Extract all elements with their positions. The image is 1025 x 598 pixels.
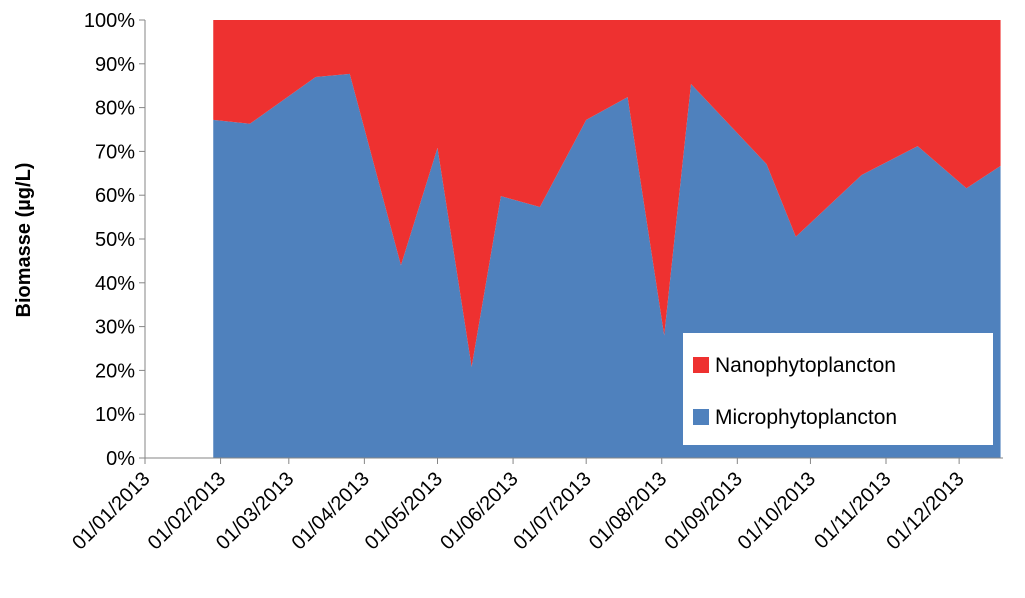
y-tick-label: 90% xyxy=(95,54,135,76)
y-tick-label: 70% xyxy=(95,141,135,163)
y-tick-label: 80% xyxy=(95,98,135,120)
legend-swatch xyxy=(693,357,709,373)
legend-box xyxy=(683,333,993,445)
x-tick-label: 01/12/2013 xyxy=(882,468,968,554)
y-tick-label: 30% xyxy=(95,317,135,339)
x-tick-label: 01/10/2013 xyxy=(734,468,820,554)
legend-label: Microphytoplancton xyxy=(715,406,897,429)
area xyxy=(213,20,1001,367)
y-tick-label: 10% xyxy=(95,404,135,426)
x-tick-label: 01/01/2013 xyxy=(68,468,154,554)
x-tick-label: 01/09/2013 xyxy=(661,468,747,554)
y-tick-label: 50% xyxy=(95,229,135,251)
y-tick-label: 60% xyxy=(95,185,135,207)
x-tick-label: 01/04/2013 xyxy=(288,468,374,554)
y-tick-label: 40% xyxy=(95,273,135,295)
y-axis-label: Biomasse (µg/L) xyxy=(13,163,35,318)
legend-label: Nanophytoplancton xyxy=(715,354,896,377)
x-tick-label: 01/06/2013 xyxy=(436,468,522,554)
x-tick-label: 01/08/2013 xyxy=(585,468,671,554)
y-tick-label: 0% xyxy=(106,448,135,470)
y-tick-label: 100% xyxy=(84,10,135,32)
x-tick-label: 01/07/2013 xyxy=(509,468,595,554)
x-tick-label: 01/05/2013 xyxy=(361,468,447,554)
legend-swatch xyxy=(693,409,709,425)
y-tick-label: 20% xyxy=(95,360,135,382)
